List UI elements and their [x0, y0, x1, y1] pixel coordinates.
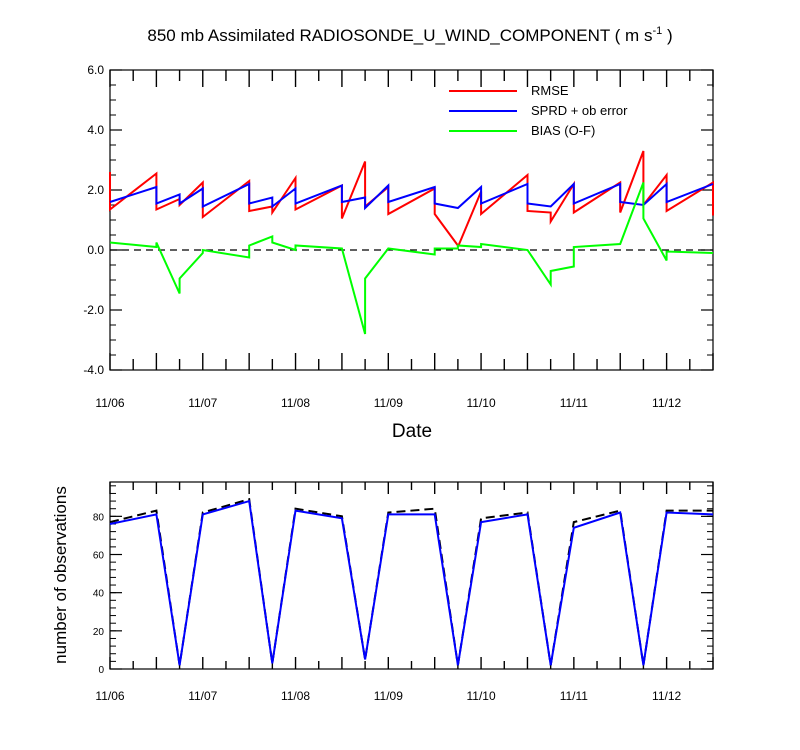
x-tick-label: 11/12	[652, 689, 681, 703]
x-tick-label: 11/06	[95, 689, 124, 703]
legend-label: BIAS (O-F)	[531, 123, 595, 138]
y-tick-label: 20	[93, 627, 105, 638]
x-tick-label: 11/08	[281, 689, 310, 703]
x-tick-label: 11/07	[188, 689, 217, 703]
x-tick-label: 11/08	[281, 396, 310, 410]
y-tick-label: 6.0	[87, 63, 104, 77]
x-tick-label: 11/07	[188, 396, 217, 410]
x-tick-label: 11/12	[652, 396, 681, 410]
x-tick-label: 11/09	[374, 689, 403, 703]
y-tick-label: -2.0	[83, 303, 104, 317]
x-axis-label: Date	[392, 421, 432, 442]
top-chart: -4.0 -2.0 0.0 2.0 4.0 6.0 11/06 11/07 11/08 11/09…	[83, 63, 714, 410]
bottom-chart: 0 20 40 60 80 11/06 11/07 11/08 11/09 11/10 11/11 1…	[93, 481, 714, 703]
title-main: 850 mb Assimilated RADIOSONDE_U_WIND_COM…	[147, 26, 652, 45]
x-tick-label: 11/11	[560, 396, 589, 410]
y-tick-label: 0	[98, 665, 104, 676]
series-line-possible	[109, 497, 713, 666]
series-line-bias-o-f	[109, 182, 714, 335]
title-end: )	[662, 26, 672, 45]
series-line-sprd-ob-error	[109, 181, 714, 211]
x-tick-label: 11/10	[467, 689, 496, 703]
y-tick-label: 60	[93, 551, 105, 562]
x-tick-label: 11/11	[560, 689, 589, 703]
y-tick-label: 2.0	[87, 183, 104, 197]
x-tick-label: 11/09	[374, 396, 403, 410]
title-superscript: -1	[652, 25, 662, 37]
y-tick-label: 4.0	[87, 123, 104, 137]
series-line-rmse	[109, 150, 714, 248]
chart-title: 850 mb Assimilated RADIOSONDE_U_WIND_COM…	[147, 25, 672, 45]
x-tick-label: 11/10	[467, 396, 496, 410]
y-tick-label: 40	[93, 589, 105, 600]
y-tick-label: -4.0	[83, 363, 104, 377]
y-tick-label: 80	[93, 512, 105, 523]
series-line-used	[109, 499, 714, 666]
legend-label: RMSE	[531, 83, 569, 98]
legend: RMSE SPRD + ob error BIAS (O-F)	[449, 83, 628, 138]
y-axis-label-bottom: number of observations	[51, 486, 70, 664]
x-tick-label: 11/06	[95, 396, 124, 410]
legend-label: SPRD + ob error	[531, 103, 628, 118]
y-tick-label: 0.0	[87, 243, 104, 257]
